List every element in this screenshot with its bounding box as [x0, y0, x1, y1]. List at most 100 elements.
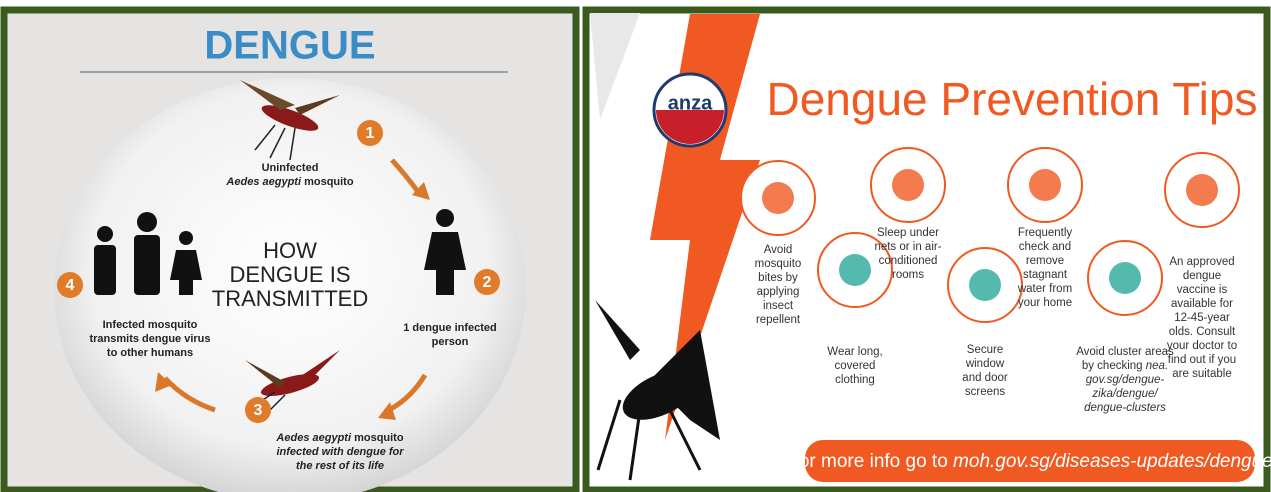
text-line: nets or in air-	[874, 241, 941, 253]
text-line: Frequently	[1018, 227, 1073, 239]
text-line: conditioned	[879, 255, 938, 267]
text-segment: mosquito	[301, 176, 354, 188]
text-segment: stagnant	[1023, 269, 1068, 281]
italic-segment: infected with dengue for	[276, 446, 404, 458]
text-segment: insect	[763, 300, 794, 312]
text-line: transmits dengue virus	[89, 333, 210, 345]
text-line: vaccine is	[1177, 284, 1228, 296]
italic-segment: Aedes aegypti	[225, 176, 302, 188]
text-line: An approved	[1169, 256, 1234, 268]
text-line: check and	[1019, 241, 1071, 253]
text-segment: 1 dengue infected	[403, 322, 497, 334]
page: DENGUE HOWDENGUE ISTRANSMITTED1Uninfecte…	[0, 0, 1271, 492]
text-segment: dengue	[1183, 270, 1221, 282]
text-segment: transmits dengue virus	[89, 333, 210, 345]
step-number: 1	[366, 125, 375, 142]
text-line: mosquito	[755, 258, 802, 270]
tip-icon-core	[892, 169, 924, 201]
text-segment: remove	[1026, 255, 1064, 267]
italic-segment: Aedes aegypti	[275, 432, 352, 444]
text-line: screens	[965, 386, 1006, 398]
step-number: 2	[483, 274, 492, 291]
text-segment: rooms	[892, 269, 924, 281]
center-heading: DENGUE IS	[229, 262, 350, 287]
italic-segment: nea.	[1146, 360, 1168, 372]
text-segment: find out if you	[1168, 354, 1236, 366]
text-line: Aedes aegypti mosquito	[275, 432, 403, 444]
text-line: Aedes aegypti mosquito	[225, 176, 353, 188]
text-segment: Uninfected	[262, 162, 319, 174]
text-segment: bites by	[758, 272, 798, 284]
tip-icon-core	[969, 269, 1001, 301]
text-line: dengue-clusters	[1084, 402, 1166, 414]
infographics: DENGUE HOWDENGUE ISTRANSMITTED1Uninfecte…	[0, 0, 1271, 492]
text-line: Sleep under	[877, 227, 939, 239]
text-line: zika/dengue/	[1091, 388, 1159, 400]
text-line: are suitable	[1172, 368, 1231, 380]
text-line: 12-45-year	[1174, 312, 1230, 324]
text-line: available for	[1171, 298, 1233, 310]
text-line: Wear long,	[827, 346, 882, 358]
text-line: your home	[1018, 297, 1072, 309]
text-segment: vaccine is	[1177, 284, 1228, 296]
text-line: applying	[757, 286, 800, 298]
tip-icon-core	[1109, 262, 1141, 294]
text-segment: your doctor to	[1167, 340, 1237, 352]
text-segment: by checking	[1082, 360, 1146, 372]
text-line: Secure	[967, 344, 1003, 356]
text-segment: screens	[965, 386, 1006, 398]
italic-segment: the rest of its life	[296, 460, 384, 472]
text-line: Infected mosquito	[103, 319, 198, 331]
text-segment: clothing	[835, 374, 875, 386]
text-segment: are suitable	[1172, 368, 1231, 380]
text-segment: check and	[1019, 241, 1071, 253]
text-line: infected with dengue for	[276, 446, 404, 458]
text-line: person	[432, 336, 469, 348]
text-line: covered	[835, 360, 876, 372]
text-line: and door	[962, 372, 1008, 384]
step-number: 3	[254, 402, 263, 419]
text-line: olds. Consult	[1169, 326, 1236, 338]
text-line: to other humans	[107, 347, 193, 359]
text-line: your doctor to	[1167, 340, 1237, 352]
tip-icon-core	[839, 254, 871, 286]
text-line: repellent	[756, 314, 801, 326]
right-title: Dengue Prevention Tips	[767, 73, 1258, 125]
text-segment: person	[432, 336, 469, 348]
italic-segment: moh.gov.sg/diseases-updates/dengue	[953, 451, 1271, 472]
text-line: Avoid	[764, 244, 793, 256]
text-segment: window	[965, 358, 1005, 370]
text-segment: applying	[757, 286, 800, 298]
text-line: water from	[1017, 283, 1072, 295]
tip-icon-core	[762, 182, 794, 214]
text-segment: repellent	[756, 314, 801, 326]
italic-segment: zika/dengue/	[1091, 388, 1159, 400]
text-segment: covered	[835, 360, 876, 372]
text-line: dengue	[1183, 270, 1221, 282]
text-line: 1 dengue infected	[403, 322, 497, 334]
left-title: DENGUE	[204, 24, 375, 68]
text-line: by checking nea.	[1082, 360, 1168, 372]
text-segment: For more info go to	[787, 451, 953, 472]
text-segment: Frequently	[1018, 227, 1073, 239]
text-segment: conditioned	[879, 255, 938, 267]
text-segment: Sleep under	[877, 227, 939, 239]
text-line: the rest of its life	[296, 460, 384, 472]
text-line: insect	[763, 300, 794, 312]
text-line: remove	[1026, 255, 1064, 267]
text-segment: and door	[962, 372, 1008, 384]
text-line: gov.sg/dengue-	[1086, 374, 1165, 386]
center-heading: TRANSMITTED	[212, 286, 368, 311]
text-line: Avoid cluster areas	[1076, 346, 1174, 358]
text-segment: Secure	[967, 344, 1003, 356]
text-line: Uninfected	[262, 162, 319, 174]
text-segment: your home	[1018, 297, 1072, 309]
step-number: 4	[66, 277, 75, 294]
text-segment: Infected mosquito	[103, 319, 198, 331]
text-segment: An approved	[1169, 256, 1234, 268]
text-line: For more info go to moh.gov.sg/diseases-…	[787, 451, 1271, 472]
text-line: window	[965, 358, 1005, 370]
text-line: rooms	[892, 269, 924, 281]
italic-segment: dengue-clusters	[1084, 402, 1166, 414]
text-line: find out if you	[1168, 354, 1236, 366]
